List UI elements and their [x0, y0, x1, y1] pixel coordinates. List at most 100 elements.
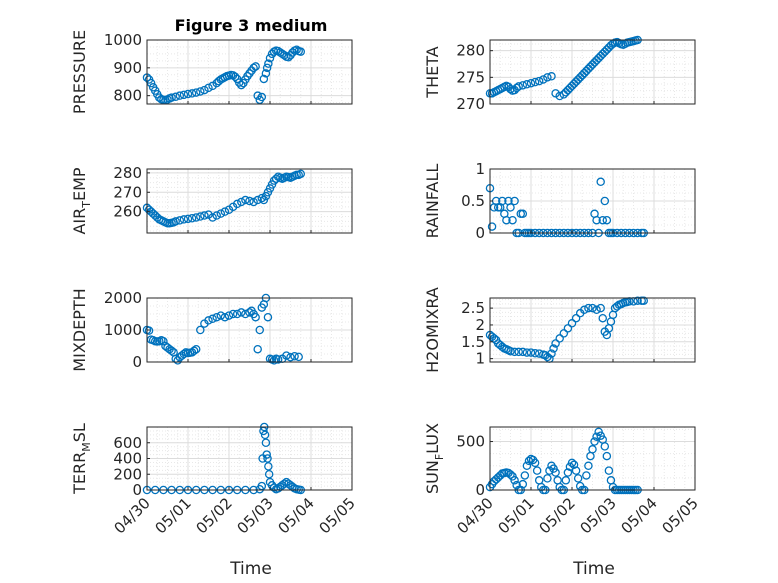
- data-point: [518, 347, 528, 357]
- data-point: [582, 471, 591, 480]
- data-point: [588, 445, 597, 454]
- data-point: [534, 76, 544, 86]
- data-point: [241, 195, 250, 205]
- data-point: [296, 47, 305, 56]
- y-tick-label: 1.5: [461, 333, 485, 351]
- data-point: [232, 309, 242, 319]
- y-axis-label: THETA: [423, 46, 442, 98]
- data-point: [561, 476, 571, 485]
- data-point: [296, 169, 305, 179]
- data-point: [580, 305, 589, 315]
- data-point: [187, 89, 197, 98]
- data-point: [547, 72, 556, 81]
- data-point: [191, 344, 201, 354]
- data-point: [592, 305, 601, 315]
- y-tick-label: 275: [456, 68, 485, 86]
- data-point: [539, 75, 548, 84]
- data-point: [514, 82, 523, 91]
- axes-box: [489, 426, 696, 491]
- data-point: [522, 348, 532, 357]
- data-point: [191, 213, 201, 222]
- y-tick-label: 1000: [104, 321, 142, 339]
- data-point: [502, 215, 511, 225]
- data-point: [506, 203, 515, 212]
- data-point: [598, 215, 608, 225]
- data-point: [264, 462, 273, 471]
- x-axis-label-left: Time: [229, 559, 272, 579]
- data-point: [230, 72, 240, 81]
- y-axis-label: AIRTEMP: [70, 167, 93, 234]
- data-point: [262, 63, 272, 73]
- data-point: [551, 339, 560, 348]
- figure-title: Figure 3 medium: [175, 16, 328, 35]
- x-tick-label: 05/05: [316, 494, 359, 537]
- data-point: [549, 344, 558, 353]
- y-tick-label: 2.5: [461, 299, 485, 317]
- axes-box: [489, 39, 696, 105]
- data-point: [216, 311, 226, 320]
- data-point: [639, 296, 649, 305]
- data-point: [249, 197, 258, 207]
- data-point: [189, 346, 199, 356]
- data-point: [257, 92, 267, 102]
- y-tick-label: 260: [113, 203, 142, 221]
- y-tick-label: 270: [113, 183, 142, 201]
- data-point: [510, 347, 519, 357]
- x-tick-label: 04/30: [454, 494, 497, 537]
- data-point: [262, 450, 271, 459]
- data-point: [237, 197, 246, 207]
- data-point: [522, 461, 532, 471]
- data-point: [584, 303, 593, 313]
- data-point: [245, 308, 254, 317]
- data-point: [159, 336, 168, 346]
- data-point: [237, 80, 246, 90]
- data-point: [551, 468, 560, 477]
- data-point: [284, 53, 293, 62]
- data-point: [212, 312, 221, 322]
- y-tick-label: 500: [456, 433, 485, 451]
- axes-box: [146, 168, 353, 234]
- data-point: [196, 325, 205, 335]
- y-tick-label: 1: [475, 350, 485, 368]
- data-point: [171, 217, 180, 226]
- data-point: [196, 87, 205, 96]
- y-tick-label: 1000: [104, 31, 142, 49]
- data-point: [271, 174, 281, 183]
- data-point: [518, 209, 528, 219]
- data-point: [208, 314, 217, 324]
- y-axis-label: TERRMSL: [70, 423, 93, 495]
- data-point: [220, 207, 230, 216]
- y-tick-label: 2000: [104, 289, 142, 307]
- data-point: [183, 89, 193, 99]
- data-point: [167, 346, 176, 356]
- y-axis-label: RAINFALL: [423, 164, 442, 239]
- y-tick-label: 800: [113, 87, 142, 105]
- data-point: [261, 69, 271, 78]
- x-axis-label-right: Time: [572, 559, 615, 579]
- data-point: [263, 312, 273, 322]
- data-point: [265, 53, 275, 63]
- data-point: [179, 90, 189, 100]
- data-point: [255, 325, 264, 335]
- data-point: [512, 480, 521, 490]
- data-point: [506, 346, 515, 356]
- y-axis-label: SUNFLUX: [423, 423, 446, 494]
- data-point: [559, 329, 569, 338]
- x-tick-label: 05/04: [618, 494, 661, 537]
- data-point: [506, 470, 515, 479]
- data-point: [232, 199, 242, 209]
- data-point: [200, 211, 209, 220]
- y-tick-label: 280: [456, 42, 485, 60]
- data-point: [510, 196, 519, 206]
- data-point: [584, 461, 593, 471]
- x-tick-label: 05/01: [152, 494, 195, 537]
- data-point: [633, 296, 642, 305]
- data-point: [522, 80, 532, 89]
- x-tick-label: 05/03: [577, 494, 620, 537]
- data-point: [260, 430, 270, 440]
- data-point: [253, 344, 262, 354]
- data-point: [228, 309, 238, 319]
- data-point: [208, 213, 217, 222]
